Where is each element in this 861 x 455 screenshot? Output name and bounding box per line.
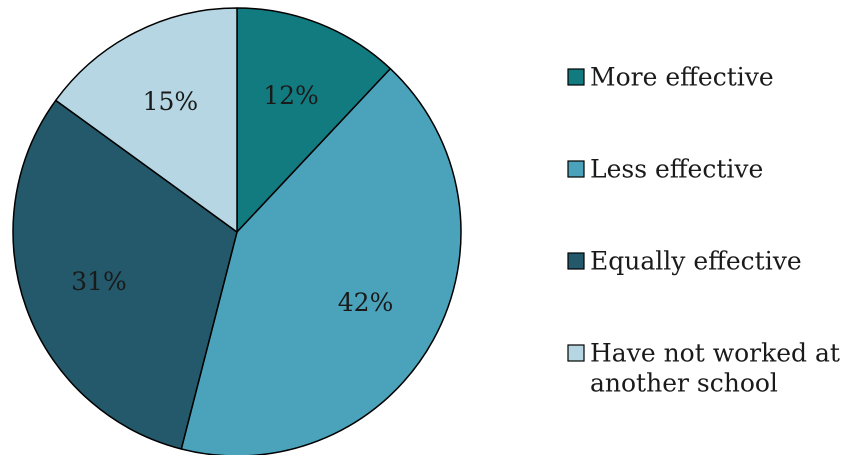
legend-item-more-effective: More effective xyxy=(567,63,774,92)
legend-swatch-have-not-worked-at-another-school xyxy=(567,344,585,362)
legend-label-have-not-worked-at-another-school: Have not worked at another school xyxy=(590,339,840,398)
pie-slice-equally-effective xyxy=(12,99,238,450)
legend-swatch-more-effective xyxy=(567,68,585,86)
legend-swatch-equally-effective xyxy=(567,252,585,270)
legend-label-equally-effective: Equally effective xyxy=(590,247,802,276)
pie-slice-less-effective xyxy=(180,67,462,455)
legend-swatch-less-effective xyxy=(567,160,585,178)
legend-item-have-not-worked-at-another-school: Have not worked at another school xyxy=(567,339,840,398)
pie-slice-more-effective xyxy=(236,7,392,233)
legend-item-less-effective: Less effective xyxy=(567,155,763,184)
pie-slice-labels: 12% 42% 31% 15% xyxy=(71,81,393,317)
legend-item-equally-effective: Equally effective xyxy=(567,247,802,276)
legend-label-more-effective: More effective xyxy=(590,63,774,92)
slice-label-less-effective: 42% xyxy=(338,288,394,317)
legend: More effective Less effective Equally effe… xyxy=(567,63,840,398)
pie-slices xyxy=(12,7,462,455)
slice-label-have-not-worked-at-another-school: 15% xyxy=(143,87,199,116)
pie-slice-have-not-worked-at-another-school xyxy=(55,7,238,233)
slice-label-equally-effective: 31% xyxy=(71,267,127,296)
legend-label-less-effective: Less effective xyxy=(590,155,763,184)
slice-label-more-effective: 12% xyxy=(263,81,319,110)
